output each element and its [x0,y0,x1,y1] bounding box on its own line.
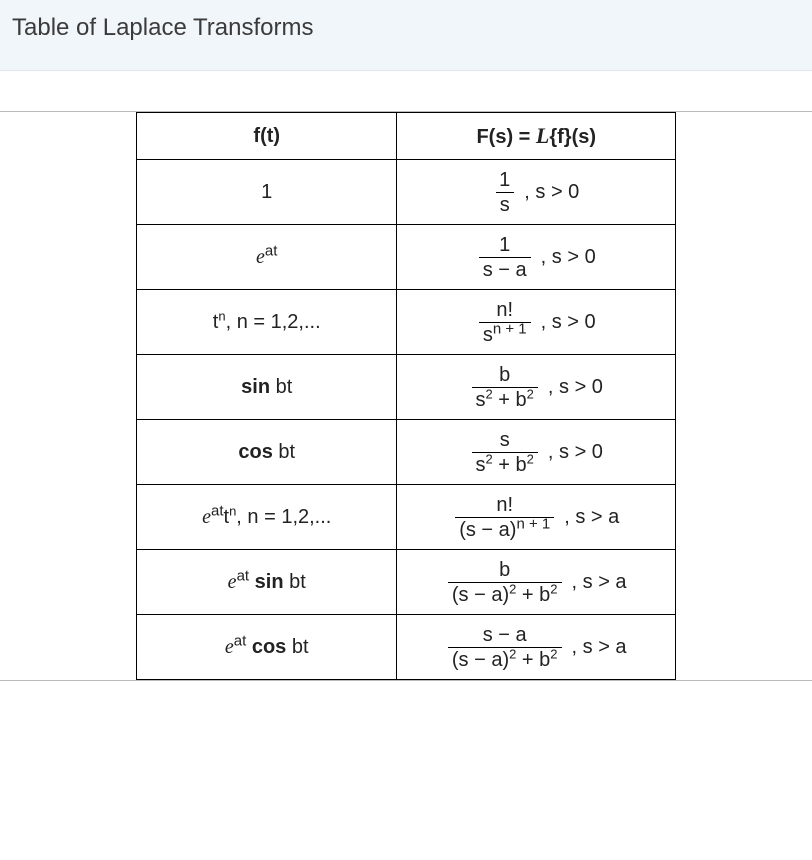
numerator: b [495,365,514,387]
table-row: tn, n = 1,2,... n! sn + 1 , s > 0 [137,290,676,355]
numerator: b [495,560,514,582]
col-header-fs-text: F(s) = L{f}(s) [476,126,596,148]
fraction: n! (s − a)n + 1 [453,493,556,542]
table-row: sin bt b s2 + b2 , s > 0 [137,355,676,420]
table-row: eat sin bt b (s − a)2 + b2 , s > a [137,550,676,615]
ft-cell: tn, n = 1,2,... [137,290,397,355]
denominator: s2 + b2 [472,452,538,475]
numerator: n! [492,300,517,322]
fraction: b s2 + b2 [470,363,540,412]
numerator: s [496,430,514,452]
condition: , s > 0 [544,376,603,399]
fraction: 1 s − a [477,233,533,282]
ft-cell: 1 [137,160,397,225]
table-row: eat cos bt s − a (s − a)2 + b2 , s > a [137,615,676,680]
fraction: b (s − a)2 + b2 [446,558,564,607]
ft-value: cos bt [238,441,295,464]
table-row: cos bt s s2 + b2 , s > 0 [137,420,676,485]
fs-cell: b s2 + b2 , s > 0 [397,355,676,420]
ft-cell: cos bt [137,420,397,485]
denominator: (s − a)2 + b2 [448,647,562,670]
fs-cell: s − a (s − a)2 + b2 , s > a [397,615,676,680]
fraction: 1 s [493,168,516,217]
fs-cell: 1 s , s > 0 [397,160,676,225]
ft-value: eat [256,246,277,269]
ft-cell: eattn, n = 1,2,... [137,485,397,550]
table-row: eattn, n = 1,2,... n! (s − a)n + 1 , s >… [137,485,676,550]
condition: , s > 0 [520,181,579,204]
denominator: s − a [479,257,531,280]
table-row: 1 1 s , s > 0 [137,160,676,225]
condition: , s > 0 [537,311,596,334]
page-title: Table of Laplace Transforms [12,14,800,42]
ft-value: eat cos bt [225,636,309,659]
fraction: s − a (s − a)2 + b2 [446,623,564,672]
condition: , s > a [568,636,627,659]
condition: , s > a [560,506,619,529]
page-header: Table of Laplace Transforms [0,0,812,71]
table-container: f(t) F(s) = L{f}(s) 1 1 [0,111,812,681]
denominator: (s − a)n + 1 [455,517,554,540]
ft-value: tn, n = 1,2,... [213,311,321,334]
denominator: s2 + b2 [472,387,538,410]
table-row: eat 1 s − a , s > 0 [137,225,676,290]
denominator: (s − a)2 + b2 [448,582,562,605]
ft-cell: sin bt [137,355,397,420]
numerator: s − a [479,625,531,647]
col-header-ft: f(t) [137,113,397,160]
ft-value: eattn, n = 1,2,... [202,506,331,529]
table-header-row: f(t) F(s) = L{f}(s) [137,113,676,160]
numerator: 1 [495,235,514,257]
laplace-table: f(t) F(s) = L{f}(s) 1 1 [136,112,676,680]
condition: , s > 0 [544,441,603,464]
numerator: n! [492,495,517,517]
ft-cell: eat [137,225,397,290]
fraction: s s2 + b2 [470,428,540,477]
fs-cell: n! (s − a)n + 1 , s > a [397,485,676,550]
ft-value: 1 [261,181,272,204]
fraction: n! sn + 1 [477,298,533,347]
fs-cell: s s2 + b2 , s > 0 [397,420,676,485]
fs-cell: b (s − a)2 + b2 , s > a [397,550,676,615]
denominator: s [496,192,514,215]
condition: , s > 0 [537,246,596,269]
ft-cell: eat cos bt [137,615,397,680]
fs-cell: 1 s − a , s > 0 [397,225,676,290]
ft-value: eat sin bt [228,571,306,594]
condition: , s > a [568,571,627,594]
ft-cell: eat sin bt [137,550,397,615]
numerator: 1 [495,170,514,192]
denominator: sn + 1 [479,322,531,345]
fs-cell: n! sn + 1 , s > 0 [397,290,676,355]
ft-value: sin bt [241,376,292,399]
col-header-ft-text: f(t) [253,125,280,147]
col-header-fs: F(s) = L{f}(s) [397,113,676,160]
